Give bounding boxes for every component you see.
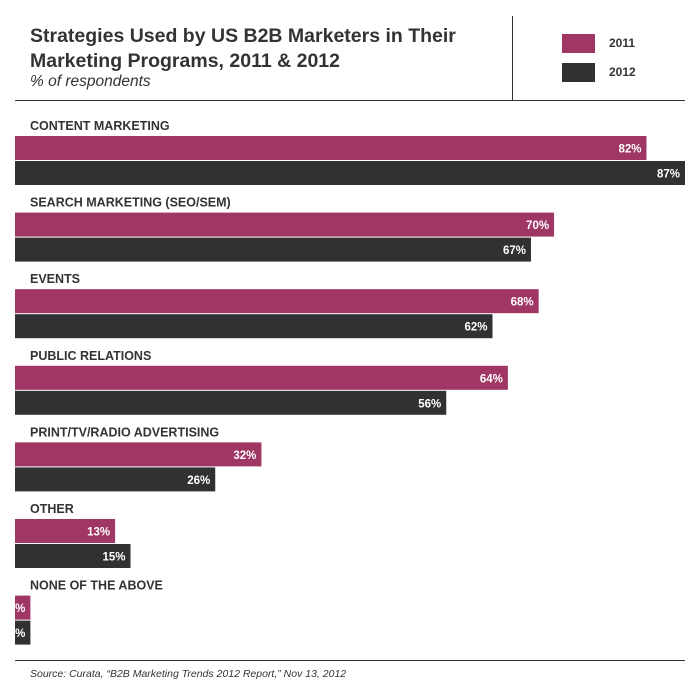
category-label-none-of-the-above: NONE OF THE ABOVE [30,579,163,593]
category-label-public-relations: PUBLIC RELATIONS [30,349,151,363]
bar-2012-none-of-the-above [15,620,31,645]
bar-2011-public-relations [15,365,508,390]
header-divider [512,16,513,101]
value-label-2012-events: 62% [464,322,487,334]
legend-label-2012: 2012 [609,65,636,79]
category-label-search-marketing-seo-sem: SEARCH MARKETING (SEO/SEM) [30,196,231,210]
bar-2012-print-tv-radio-advertising [15,467,216,492]
bar-2012-events [15,314,493,339]
chart-subtitle: % of respondents [30,73,151,90]
value-label-2011-search-marketing-seo-sem: 70% [526,220,549,232]
header-rule [15,100,685,101]
legend-swatch-2011 [562,34,595,53]
category-label-other: OTHER [30,502,74,516]
category-label-events: EVENTS [30,272,80,286]
bar-2012-content-marketing [15,161,685,185]
category-label-content-marketing: CONTENT MARKETING [30,119,170,133]
value-label-2011-public-relations: 64% [480,373,503,385]
bar-2012-public-relations [15,390,447,415]
bar-2011-events [15,289,539,314]
bar-chart: CONTENT MARKETING 82% 87% SEARCH MARKETING … [9,119,685,645]
value-label-2011-events: 68% [511,297,534,309]
value-label-2012-content-marketing: 87% [657,169,680,181]
value-label-2012-other: 15% [102,552,125,564]
bar-2012-other [15,544,131,568]
source-note: Source: Curata, “B2B Marketing Trends 20… [30,668,347,680]
legend-swatch-2012 [562,63,595,82]
chart-title: Strategies Used by US B2B Marketers in T… [30,25,456,72]
bar-2011-content-marketing [15,136,647,160]
category-label-print-tv-radio-advertising: PRINT/TV/RADIO ADVERTISING [30,425,219,439]
bar-2011-other [15,519,116,543]
value-label-2012-print-tv-radio-advertising: 26% [187,475,210,487]
value-label-2012-public-relations: 56% [418,398,441,410]
value-label-2011-content-marketing: 82% [618,144,641,156]
value-label-2011-print-tv-radio-advertising: 32% [233,450,256,462]
bar-2011-none-of-the-above [15,595,31,620]
bar-2011-search-marketing-seo-sem [15,212,555,237]
value-label-2012-none-of-the-above: 2% [9,628,26,640]
footer-rule [15,660,685,661]
bar-2012-search-marketing-seo-sem [15,237,531,262]
value-label-2011-none-of-the-above: 2% [9,603,26,615]
bar-2011-print-tv-radio-advertising [15,442,262,467]
legend-label-2011: 2011 [609,36,636,50]
value-label-2011-other: 13% [87,527,110,539]
value-label-2012-search-marketing-seo-sem: 67% [503,245,526,257]
